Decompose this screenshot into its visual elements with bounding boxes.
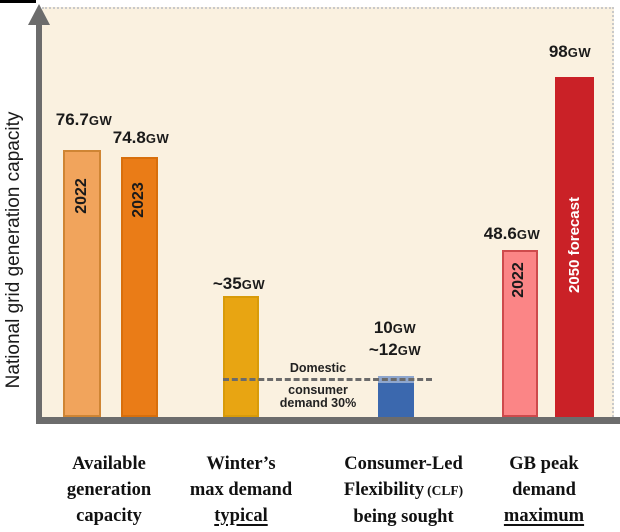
annotation-domestic-line3: demand 30% (279, 396, 357, 410)
value-label-clf: 10GW ~12GW (347, 317, 443, 361)
value-label-winter-demand: ~35GW (191, 275, 287, 294)
y-axis-title: National grid generation capacity (3, 111, 24, 389)
category-line: GB peak (509, 454, 579, 474)
value-number: 48.6 (483, 224, 517, 243)
year-label-peak-2022: 2022 (510, 262, 527, 298)
bar-2050-forecast (555, 77, 594, 417)
y-axis-arrow-icon (28, 4, 50, 25)
value-unit: GW (397, 343, 422, 358)
category-line: demand (512, 480, 576, 500)
value-unit: GW (88, 113, 113, 128)
category-line: Consumer-Led (344, 454, 463, 474)
value-label-available-2023: 74.8GW (93, 129, 189, 148)
bar-available-2023 (121, 157, 158, 417)
category-label-available-generation-capacity: Available generation capacity (28, 451, 190, 529)
inbar-label-2050-forecast: 2050 forecast (566, 197, 583, 293)
category-label-winters-max-demand: Winter’s max demand typical (160, 451, 322, 529)
value-number: 76.7 (55, 110, 89, 129)
category-line: Available (72, 454, 146, 474)
category-line: Flexibility (CLF) (316, 477, 491, 504)
bar-clf-sought (378, 376, 414, 417)
category-line: Winter’s (206, 454, 276, 474)
category-line: generation (66, 480, 152, 500)
value-unit: GW (567, 45, 592, 60)
category-line: capacity (76, 506, 142, 526)
value-unit: GW (392, 321, 417, 336)
value-line-max: ~12GW (347, 339, 443, 361)
value-number: ~12 (368, 340, 398, 359)
year-label-available-2022: 2022 (73, 178, 90, 214)
value-number: 98 (548, 42, 568, 61)
value-label-available-2022: 76.7GW (36, 111, 132, 130)
bar-winter-max-demand (223, 296, 259, 417)
value-line-min: 10GW (347, 317, 443, 339)
category-word: Flexibility (343, 480, 425, 500)
value-number: 10 (373, 318, 393, 337)
value-number: 74.8 (112, 128, 146, 147)
x-axis (36, 417, 620, 424)
y-axis (36, 14, 42, 424)
bar-peak-2022 (502, 250, 538, 417)
value-unit: GW (516, 227, 541, 242)
dashed-threshold-line (223, 378, 432, 381)
bar-available-2022 (63, 150, 101, 417)
annotation-domestic-line2: consumer (288, 383, 348, 397)
value-label-2050-forecast: 98GW (522, 43, 618, 62)
value-label-peak-2022: 48.6GW (464, 225, 560, 244)
category-label-gb-peak-demand: GB peak demand maximum (463, 451, 620, 529)
category-line-underlined: maximum (503, 506, 585, 526)
value-number: ~35 (212, 274, 242, 293)
category-line-underlined: typical (214, 506, 268, 526)
category-abbreviation: (CLF) (427, 483, 464, 498)
category-label-consumer-led-flexibility: Consumer-Led Flexibility (CLF) being soug… (316, 451, 491, 530)
value-unit: GW (241, 277, 266, 292)
year-label-available-2023: 2023 (130, 182, 147, 218)
top-left-black-strip (0, 0, 36, 3)
category-line: being sought (353, 507, 454, 527)
annotation-domestic-line1: Domestic (289, 361, 347, 375)
category-line: max demand (189, 480, 293, 500)
value-unit: GW (145, 131, 170, 146)
